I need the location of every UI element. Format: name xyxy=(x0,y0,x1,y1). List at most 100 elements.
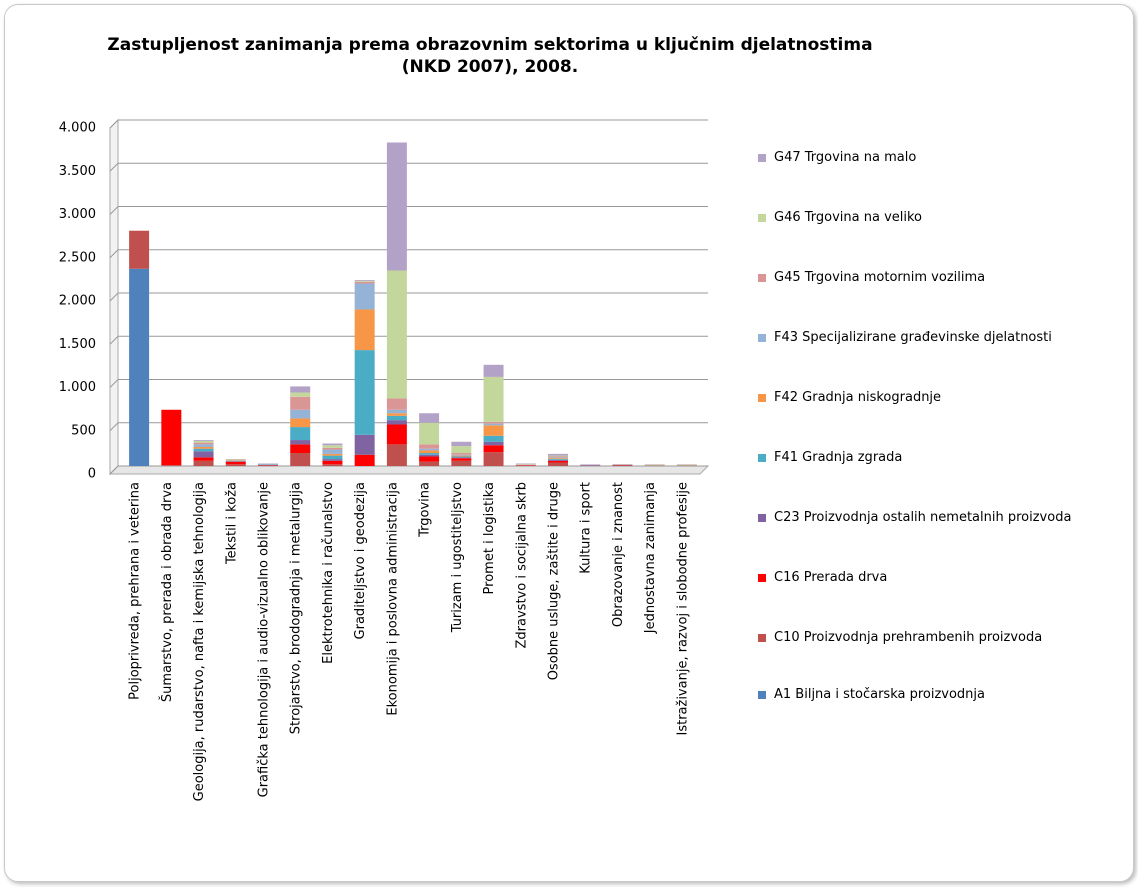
y-tick-label: 1.000 xyxy=(59,380,96,395)
legend-swatch xyxy=(758,334,766,342)
x-tick-label: Graditeljstvo i geodezija xyxy=(353,482,368,639)
bar-segment xyxy=(322,459,343,461)
legend-swatch xyxy=(758,574,766,582)
bar-segment xyxy=(193,451,214,458)
bar-segment xyxy=(451,458,472,461)
bar-segment xyxy=(483,425,504,436)
legend-label: F41 Gradnja zgrada xyxy=(774,450,903,465)
legend-label: A1 Biljna i stočarska proizvodnja xyxy=(774,687,986,702)
grid-line-depth xyxy=(109,249,119,259)
bar-segment xyxy=(161,465,182,466)
bar-segment xyxy=(451,460,472,466)
y-tick-label: 2.000 xyxy=(59,294,96,309)
y-tick-label: 3.500 xyxy=(59,164,96,179)
bar-segment xyxy=(354,281,375,284)
x-tick-label: Kultura i sport xyxy=(579,482,594,574)
bar-segment xyxy=(451,446,472,454)
grid-line-depth xyxy=(109,465,119,475)
bar-segment xyxy=(290,440,311,445)
bar-segment xyxy=(451,454,472,456)
bar-segment xyxy=(322,449,343,454)
bar-segment xyxy=(419,456,440,462)
bar-segment xyxy=(419,461,440,466)
bar-segment xyxy=(419,413,440,423)
legend-label: G45 Trgovina motornim vozilima xyxy=(774,270,986,285)
bar-segment xyxy=(386,398,407,410)
bar-segment xyxy=(612,464,633,466)
bar-segment xyxy=(483,452,504,466)
bar-segment xyxy=(676,464,697,466)
bar-segment xyxy=(354,434,375,455)
bar-segment xyxy=(322,464,343,466)
bar-segment xyxy=(419,454,440,457)
x-tick-label: Jednostavna zanimanja xyxy=(643,482,658,634)
bar-segment xyxy=(354,280,375,282)
bar-segment xyxy=(193,446,214,449)
legend-swatch xyxy=(758,394,766,402)
bar-segment xyxy=(322,453,343,456)
bar-segment xyxy=(386,413,407,416)
x-tick-label: Turizam i ugostiteljstvo xyxy=(450,482,465,633)
bar-segment xyxy=(386,424,407,445)
bar-segment xyxy=(354,280,375,281)
grid-line-depth xyxy=(109,292,119,302)
bar-segment xyxy=(354,454,375,466)
legend-item: F42 Gradnja niskogradnje xyxy=(758,388,1138,408)
legend-item: C23 Proizvodnja ostalih nemetalnih proiz… xyxy=(758,508,1138,528)
x-tick-label: Grafička tehnologija i audio-vizualno ob… xyxy=(257,482,272,797)
bar-segment xyxy=(548,453,568,456)
bar-segment xyxy=(548,459,568,461)
legend-swatch xyxy=(758,274,766,282)
bar-segment xyxy=(451,455,472,457)
bar-segment xyxy=(419,453,440,455)
bar-segment xyxy=(290,418,311,428)
bar-segment xyxy=(386,420,407,425)
bar-segment xyxy=(354,309,375,351)
bar-segment xyxy=(419,444,440,449)
bar-segment xyxy=(419,450,440,454)
legend-item: C16 Prerada drva xyxy=(758,568,1138,588)
bar-segment xyxy=(322,460,343,465)
legend-swatch xyxy=(758,154,766,162)
legend-item: G47 Trgovina na malo xyxy=(758,148,1138,168)
legend-swatch xyxy=(758,634,766,642)
legend-item: A1 Biljna i stočarska proizvodnja xyxy=(758,685,1138,705)
x-tick-label: Istraživanje, razvoj i slobodne profesij… xyxy=(675,482,690,736)
legend-label: C23 Proizvodnja ostalih nemetalnih proiz… xyxy=(774,510,1072,525)
bar-segment xyxy=(193,440,214,441)
chart-title: Zastupljenost zanimanja prema obrazovnim… xyxy=(107,35,873,77)
bar-segment xyxy=(129,230,150,269)
bar-segment xyxy=(548,455,568,457)
bar-segment xyxy=(322,443,343,446)
y-tick-label: 3.000 xyxy=(59,207,96,222)
y-tick-label: 500 xyxy=(71,423,96,438)
x-tick-label: Ekonomija i poslovna administracija xyxy=(385,482,400,716)
bar-segment xyxy=(386,409,407,414)
x-tick-label: Zdravstvo i socijalna skrb xyxy=(514,482,529,648)
bar-segment xyxy=(483,423,504,426)
bar-segment xyxy=(290,409,311,419)
bar-segment xyxy=(548,460,568,463)
legend-label: C10 Proizvodnja prehrambenih proizvoda xyxy=(774,630,1043,645)
bar-segment xyxy=(386,444,407,466)
bar-segment xyxy=(193,442,214,445)
x-tick-label: Tekstil i koža xyxy=(224,482,239,565)
legend-item: C10 Proizvodnja prehrambenih proizvoda xyxy=(758,628,1138,648)
legend-label: G47 Trgovina na malo xyxy=(774,150,917,165)
x-tick-label: Poljoprivreda, prehrana i veterina xyxy=(128,482,143,700)
x-tick-label: Osobne usluge, zaštite i druge xyxy=(547,482,562,680)
legend-swatch xyxy=(758,691,766,699)
legend-item: F43 Specijalizirane građevinske djelatno… xyxy=(758,328,1138,348)
bar-segment xyxy=(193,444,214,447)
bar-segment xyxy=(483,376,504,422)
grid-line-depth xyxy=(109,335,119,345)
legend-label: C16 Prerada drva xyxy=(774,570,888,585)
bar-segment xyxy=(322,447,343,450)
x-tick-label: Obrazovanje i znanost xyxy=(611,482,626,627)
bar-segment xyxy=(290,396,311,410)
bar-segment xyxy=(322,455,343,460)
bar-segment xyxy=(548,456,568,458)
bar-segment xyxy=(483,441,504,446)
bar-segment xyxy=(483,421,504,424)
